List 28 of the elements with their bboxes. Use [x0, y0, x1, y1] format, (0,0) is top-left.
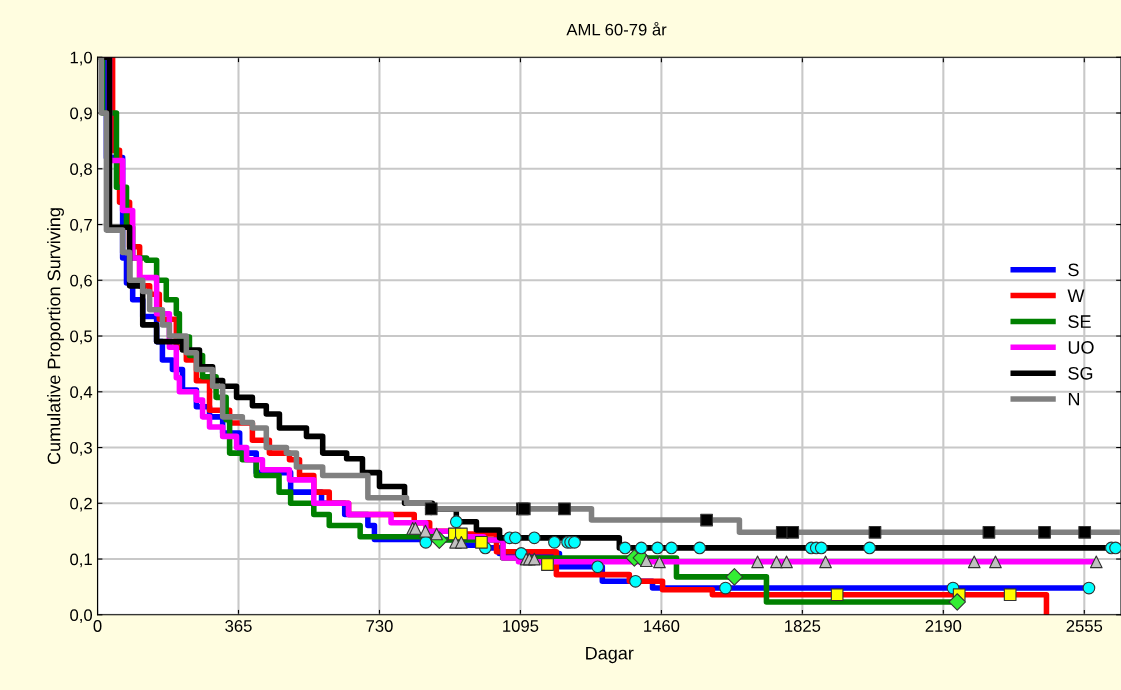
- legend-label: UO: [1068, 341, 1094, 354]
- legend-label: W: [1067, 289, 1085, 302]
- y-tick-label: 0,8: [70, 163, 92, 177]
- legend-label: SG: [1068, 366, 1093, 380]
- y-tick-label: 0,0: [70, 609, 93, 623]
- y-tick-label: 1,0: [70, 51, 93, 66]
- x-tick-label: 1825: [785, 620, 821, 632]
- x-tick-label: 1095: [503, 620, 539, 632]
- y-tick-label: 0,6: [70, 274, 92, 289]
- x-tick-label: 2190: [925, 620, 962, 632]
- y-tick-label: 0,5: [70, 330, 92, 345]
- x-tick-label: 365: [225, 620, 252, 632]
- y-tick-label: 0,7: [70, 218, 92, 233]
- x-tick-label: 730: [366, 620, 393, 632]
- y-tick-label: 0,1: [70, 553, 92, 568]
- y-tick-label: 0,9: [70, 107, 92, 122]
- y-axis-title: Cumulative Proportion Surviving: [47, 208, 64, 465]
- chart-title: AML 60-79 år: [566, 21, 667, 36]
- x-tick-label: 0: [93, 620, 102, 632]
- x-axis-title: Dagar: [586, 646, 634, 664]
- x-tick-label: 1460: [644, 620, 680, 632]
- y-tick-label: 0,2: [70, 497, 92, 512]
- legend-label: SE: [1068, 315, 1091, 328]
- y-tick-label: 0,4: [70, 386, 93, 400]
- legend-label: S: [1068, 263, 1079, 277]
- x-tick-label: 2555: [1066, 620, 1103, 632]
- y-tick-label: 0,3: [70, 441, 92, 456]
- legend-label: N: [1068, 392, 1079, 406]
